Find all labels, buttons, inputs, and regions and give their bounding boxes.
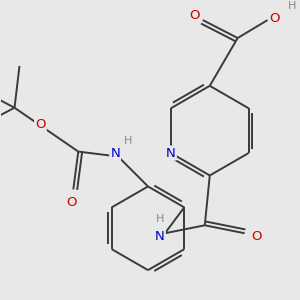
Text: O: O: [35, 118, 46, 131]
Text: N: N: [166, 147, 176, 160]
Text: O: O: [251, 230, 262, 243]
Text: N: N: [110, 147, 120, 160]
Text: O: O: [269, 12, 280, 25]
Text: O: O: [66, 196, 76, 209]
Text: H: H: [124, 136, 132, 146]
Text: H: H: [288, 1, 297, 11]
Text: H: H: [156, 214, 164, 224]
Text: O: O: [190, 9, 200, 22]
Text: N: N: [155, 230, 165, 243]
